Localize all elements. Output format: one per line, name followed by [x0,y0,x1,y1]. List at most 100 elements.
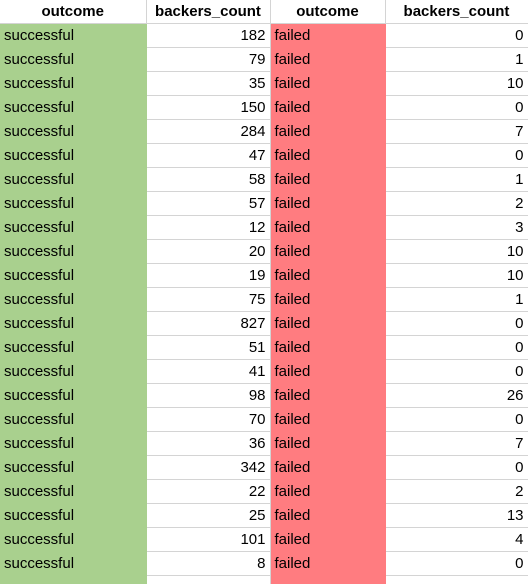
cell-successful-outcome[interactable]: successful [0,455,147,480]
cell-failed-outcome[interactable]: failed [270,119,386,144]
cell-failed-outcome[interactable]: failed [270,167,386,192]
cell-successful-outcome[interactable]: successful [0,551,147,576]
cell-failed-backers-count[interactable]: 0 [385,455,528,480]
cell-successful-outcome[interactable]: successful [0,71,147,96]
cell-failed-backers-count[interactable]: 7 [385,431,528,456]
cell-successful-backers-count[interactable]: 36 [146,431,271,456]
cell-failed-outcome[interactable]: failed [270,479,386,504]
cell-failed-backers-count[interactable]: 7 [385,119,528,144]
cell-successful-backers-count[interactable]: 22 [146,479,271,504]
cell-successful-outcome[interactable]: successful [0,359,147,384]
cell-successful-outcome[interactable]: successful [0,119,147,144]
cell-successful-outcome[interactable]: successful [0,335,147,360]
cell-successful-backers-count[interactable]: 70 [146,407,271,432]
cell-failed-outcome[interactable]: failed [270,263,386,288]
cell-failed-backers-count[interactable]: 0 [385,335,528,360]
cell-successful-backers-count[interactable]: 47 [146,143,271,168]
cell-failed-backers-count[interactable]: 4 [385,527,528,552]
cell-failed-backers-count[interactable]: 3 [385,215,528,240]
cell-failed-outcome[interactable]: failed [270,407,386,432]
cell-successful-outcome[interactable]: successful [0,215,147,240]
cell-failed-backers-count[interactable]: 0 [385,95,528,120]
cell-failed-outcome[interactable]: failed [270,503,386,528]
cell-failed-backers-count[interactable]: 0 [385,551,528,576]
cell-successful-outcome[interactable]: successful [0,47,147,72]
cell-failed-backers-count[interactable]: 0 [385,359,528,384]
header-cell-successful-backers-count[interactable]: backers_count [146,0,271,24]
cell-successful-backers-count[interactable]: 8 [146,551,271,576]
cell-failed-outcome[interactable]: failed [270,335,386,360]
cell-successful-outcome[interactable]: successful [0,431,147,456]
cell-successful-outcome[interactable]: successful [0,383,147,408]
cell-failed-backers-count[interactable]: 26 [385,383,528,408]
cell-successful-backers-count[interactable]: 98 [146,383,271,408]
empty-cell[interactable] [270,575,386,584]
cell-failed-backers-count[interactable]: 0 [385,311,528,336]
cell-successful-backers-count[interactable]: 101 [146,527,271,552]
cell-successful-outcome[interactable]: successful [0,263,147,288]
cell-failed-outcome[interactable]: failed [270,47,386,72]
cell-failed-outcome[interactable]: failed [270,359,386,384]
cell-successful-backers-count[interactable]: 41 [146,359,271,384]
cell-failed-outcome[interactable]: failed [270,383,386,408]
empty-cell[interactable] [146,575,271,584]
cell-successful-backers-count[interactable]: 342 [146,455,271,480]
cell-successful-backers-count[interactable]: 284 [146,119,271,144]
cell-successful-backers-count[interactable]: 79 [146,47,271,72]
cell-successful-outcome[interactable]: successful [0,239,147,264]
cell-failed-backers-count[interactable]: 1 [385,167,528,192]
cell-successful-outcome[interactable]: successful [0,479,147,504]
cell-failed-outcome[interactable]: failed [270,455,386,480]
cell-successful-outcome[interactable]: successful [0,143,147,168]
cell-successful-backers-count[interactable]: 57 [146,191,271,216]
cell-successful-backers-count[interactable]: 25 [146,503,271,528]
cell-failed-backers-count[interactable]: 0 [385,143,528,168]
cell-failed-backers-count[interactable]: 2 [385,479,528,504]
cell-failed-outcome[interactable]: failed [270,215,386,240]
cell-failed-outcome[interactable]: failed [270,551,386,576]
cell-failed-outcome[interactable]: failed [270,23,386,48]
cell-successful-outcome[interactable]: successful [0,287,147,312]
cell-failed-backers-count[interactable]: 1 [385,287,528,312]
cell-failed-outcome[interactable]: failed [270,311,386,336]
cell-successful-backers-count[interactable]: 827 [146,311,271,336]
cell-failed-backers-count[interactable]: 10 [385,239,528,264]
header-cell-failed-backers-count[interactable]: backers_count [385,0,528,24]
cell-successful-backers-count[interactable]: 19 [146,263,271,288]
cell-successful-backers-count[interactable]: 182 [146,23,271,48]
cell-failed-backers-count[interactable]: 1 [385,47,528,72]
cell-failed-outcome[interactable]: failed [270,527,386,552]
cell-successful-backers-count[interactable]: 150 [146,95,271,120]
cell-failed-outcome[interactable]: failed [270,239,386,264]
cell-failed-outcome[interactable]: failed [270,143,386,168]
empty-cell[interactable] [385,575,528,584]
cell-failed-backers-count[interactable]: 0 [385,23,528,48]
header-cell-successful-outcome[interactable]: outcome [0,0,147,24]
cell-failed-outcome[interactable]: failed [270,287,386,312]
cell-successful-outcome[interactable]: successful [0,527,147,552]
cell-failed-outcome[interactable]: failed [270,71,386,96]
cell-failed-backers-count[interactable]: 10 [385,263,528,288]
cell-failed-outcome[interactable]: failed [270,191,386,216]
cell-failed-backers-count[interactable]: 2 [385,191,528,216]
empty-cell[interactable] [0,575,147,584]
cell-successful-outcome[interactable]: successful [0,23,147,48]
cell-successful-outcome[interactable]: successful [0,167,147,192]
cell-successful-outcome[interactable]: successful [0,407,147,432]
cell-failed-backers-count[interactable]: 13 [385,503,528,528]
cell-successful-outcome[interactable]: successful [0,191,147,216]
cell-failed-outcome[interactable]: failed [270,431,386,456]
cell-successful-backers-count[interactable]: 58 [146,167,271,192]
cell-successful-backers-count[interactable]: 20 [146,239,271,264]
cell-successful-backers-count[interactable]: 12 [146,215,271,240]
cell-failed-backers-count[interactable]: 0 [385,407,528,432]
cell-successful-backers-count[interactable]: 75 [146,287,271,312]
header-cell-failed-outcome[interactable]: outcome [270,0,386,24]
cell-successful-outcome[interactable]: successful [0,503,147,528]
cell-successful-backers-count[interactable]: 35 [146,71,271,96]
cell-successful-outcome[interactable]: successful [0,95,147,120]
cell-successful-backers-count[interactable]: 51 [146,335,271,360]
cell-failed-outcome[interactable]: failed [270,95,386,120]
cell-failed-backers-count[interactable]: 10 [385,71,528,96]
cell-successful-outcome[interactable]: successful [0,311,147,336]
